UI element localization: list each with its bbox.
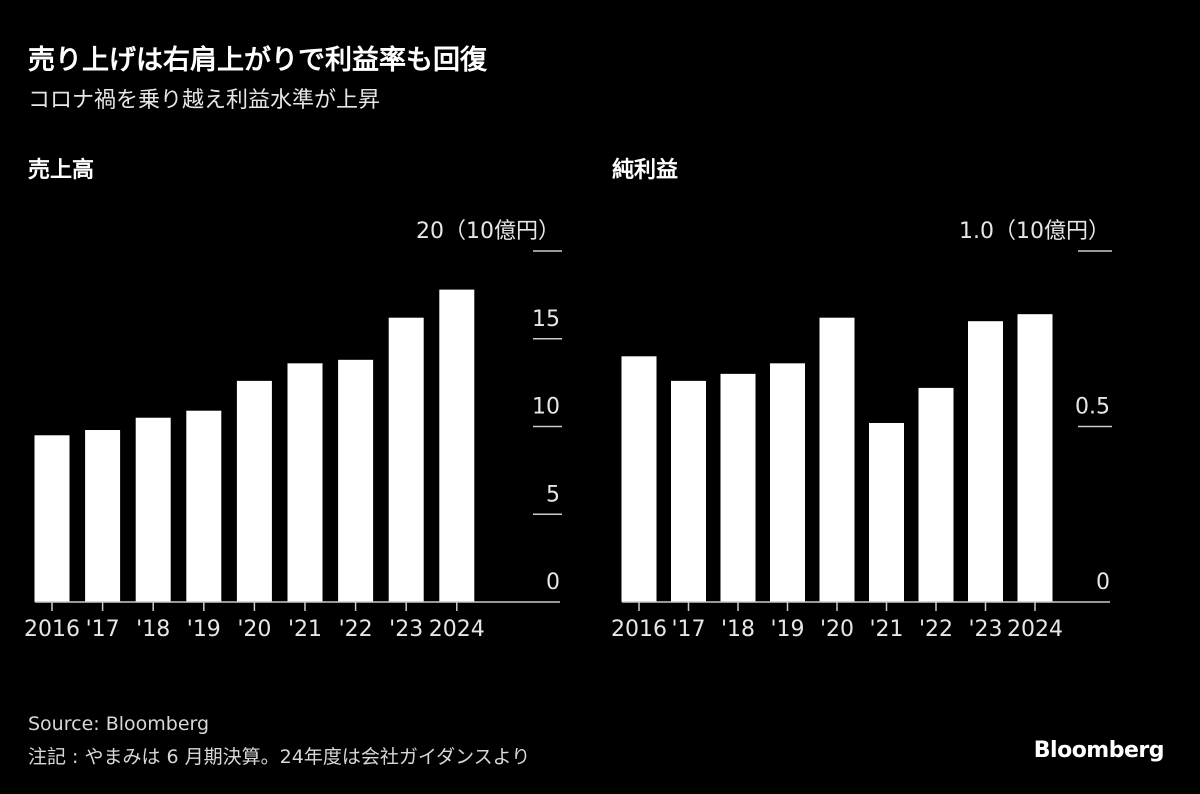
y-tick-label: 0.5 <box>1075 395 1110 420</box>
footnote: 注記 : やまみは 6 月期決算。24年度は会社ガイダンスより <box>28 746 531 768</box>
x-tick-label: '21 <box>869 617 903 642</box>
bloomberg-logo: Bloomberg <box>1033 738 1165 763</box>
chart-title: 売り上げは右肩上がりで利益率も回復 <box>28 45 487 76</box>
bar-23 <box>968 321 1003 602</box>
x-tick-label: '19 <box>187 617 221 642</box>
y-unit-label: 1.0（10億円） <box>959 219 1110 244</box>
x-tick-label: '21 <box>288 617 322 642</box>
y-tick-label: 10 <box>532 395 560 420</box>
y-unit-label: 20（10億円） <box>416 219 560 244</box>
panel-title-sales: 売上高 <box>28 158 95 183</box>
bar-23 <box>388 317 424 602</box>
x-tick-label: '17 <box>671 617 705 642</box>
chart-subtitle: コロナ禍を乗り越え利益水準が上昇 <box>28 88 381 113</box>
bar-2024 <box>439 289 475 602</box>
x-tick-label: '19 <box>770 617 804 642</box>
bar-17 <box>671 380 706 602</box>
y-tick-label: 0 <box>546 570 560 595</box>
bar-22 <box>338 359 374 602</box>
x-tick-label: 2016 <box>24 617 80 642</box>
bar-2024 <box>1017 314 1053 602</box>
bar-21 <box>869 422 904 602</box>
y-tick-label: 5 <box>546 482 560 507</box>
bar-20 <box>236 380 272 602</box>
x-tick-label: '18 <box>721 617 755 642</box>
bar-17 <box>85 430 121 602</box>
y-tick-label: 0 <box>1096 570 1110 595</box>
x-tick-label: 2016 <box>611 617 667 642</box>
y-tick-label: 15 <box>532 307 560 332</box>
bar-20 <box>819 317 855 602</box>
bar-19 <box>186 410 222 602</box>
x-tick-label: 2024 <box>1007 617 1063 642</box>
x-tick-label: '18 <box>136 617 170 642</box>
x-tick-label: '20 <box>237 617 271 642</box>
x-tick-label: '17 <box>86 617 120 642</box>
x-tick-label: '23 <box>968 617 1002 642</box>
bar-2016 <box>621 356 657 602</box>
bar-18 <box>720 373 756 602</box>
source-note: Source: Bloomberg <box>28 713 210 735</box>
x-tick-label: '23 <box>389 617 423 642</box>
panel-title-net-income: 純利益 <box>612 158 679 183</box>
bar-18 <box>135 417 171 602</box>
x-tick-label: '22 <box>339 617 373 642</box>
bar-19 <box>770 363 805 602</box>
x-tick-label: '22 <box>919 617 953 642</box>
bar-2016 <box>34 435 70 602</box>
bar-21 <box>287 363 323 602</box>
bar-22 <box>918 387 954 602</box>
x-tick-label: '20 <box>820 617 854 642</box>
x-tick-label: 2024 <box>429 617 485 642</box>
